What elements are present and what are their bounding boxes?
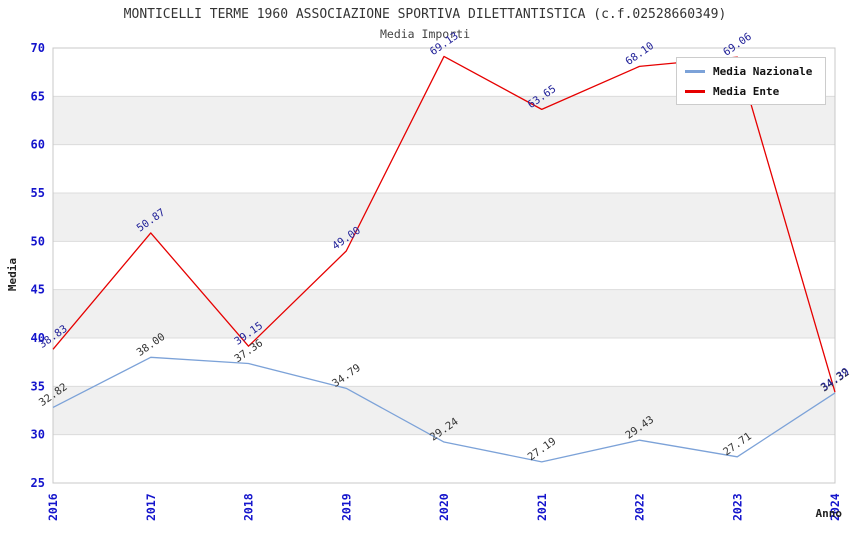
band-fill bbox=[53, 193, 835, 242]
data-label: 34.79 bbox=[330, 362, 363, 390]
legend-swatch-red-line-icon bbox=[685, 90, 705, 93]
legend-swatch-blue-line-icon bbox=[685, 70, 705, 73]
plot-border bbox=[52, 47, 836, 484]
series-line-media-nazionale bbox=[52, 356, 836, 463]
legend-label: Media Nazionale bbox=[713, 65, 813, 78]
x-tick-label: 2022 bbox=[633, 493, 647, 521]
y-tick-label: 40 bbox=[31, 331, 45, 345]
y-tick-label: 55 bbox=[31, 186, 45, 200]
band-fill bbox=[53, 386, 835, 435]
data-label: 68.10 bbox=[623, 40, 656, 68]
x-tick-label: 2021 bbox=[535, 493, 549, 521]
legend: Media Nazionale Media Ente bbox=[676, 57, 826, 105]
legend-item-media-nazionale: Media Nazionale bbox=[685, 65, 817, 78]
x-tick-label: 2017 bbox=[144, 493, 158, 521]
x-tick-label: 2023 bbox=[730, 493, 744, 521]
data-label: 69.06 bbox=[721, 31, 754, 59]
chart-title: MONTICELLI TERME 1960 ASSOCIAZIONE SPORT… bbox=[123, 7, 727, 22]
y-tick-label: 35 bbox=[31, 379, 45, 393]
y-tick-label: 70 bbox=[31, 41, 45, 55]
data-label: 69.13 bbox=[428, 30, 461, 58]
x-tick-label: 2019 bbox=[339, 493, 353, 521]
y-axis-label: Media bbox=[6, 257, 20, 292]
chart-subtitle: Media Importi bbox=[379, 27, 470, 41]
y-tick-label: 25 bbox=[31, 476, 45, 490]
x-tick-label: 2016 bbox=[46, 493, 60, 521]
x-axis-label: Anno bbox=[815, 507, 843, 520]
x-tick-label: 2020 bbox=[437, 493, 451, 521]
y-tick-label: 65 bbox=[31, 89, 45, 103]
x-tick-label: 2024 bbox=[828, 493, 842, 521]
y-tick-label: 60 bbox=[31, 138, 45, 152]
legend-item-media-ente: Media Ente bbox=[685, 85, 817, 98]
y-tick-label: 30 bbox=[31, 428, 45, 442]
band-fill bbox=[53, 289, 835, 338]
y-tick-label: 50 bbox=[31, 234, 45, 248]
y-tick-label: 45 bbox=[31, 283, 45, 297]
x-tick-label: 2018 bbox=[242, 493, 256, 521]
legend-label: Media Ente bbox=[713, 85, 780, 98]
